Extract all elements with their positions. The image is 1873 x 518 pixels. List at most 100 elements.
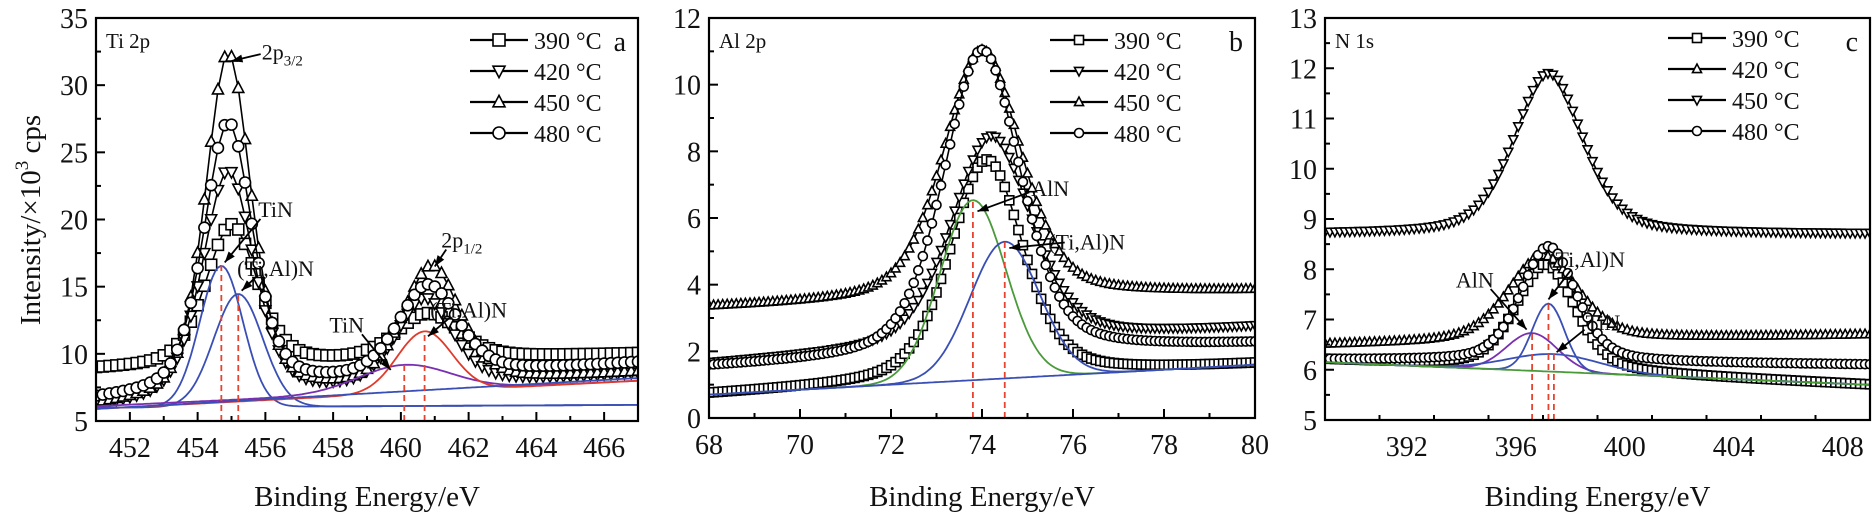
data-point: [967, 155, 979, 167]
plot-area: [96, 48, 638, 421]
annotation-arrow-head: [241, 280, 253, 291]
data-point: [957, 179, 970, 191]
data-point: [1035, 207, 1047, 219]
annotation-label: TiN: [329, 312, 364, 337]
legend-item: 450 °C: [1668, 89, 1800, 115]
data-point: [948, 206, 961, 218]
y-axis-label-exponent: 3: [12, 161, 33, 171]
data-point: [211, 238, 225, 252]
y-tick-label: 5: [74, 407, 88, 438]
data-point: [441, 277, 456, 291]
annotation-arrow-head: [434, 255, 445, 267]
data-point: [1026, 181, 1038, 193]
legend: 390 °C 420 °C 450 °C 480 °C: [1050, 29, 1182, 148]
data-point: [1003, 152, 1016, 164]
annotation: AlN: [977, 176, 1069, 213]
data-point: [998, 143, 1011, 155]
x-tick-label: 392: [1386, 432, 1428, 463]
data-point: [990, 161, 1001, 172]
data-point: [1013, 156, 1024, 168]
y-axis-label-main: Intensity/×10: [15, 170, 47, 325]
data-point: [1547, 70, 1559, 82]
data-point: [907, 302, 920, 314]
annotation-text: AlN: [1031, 176, 1069, 201]
data-point: [1497, 159, 1510, 171]
data-point: [1498, 321, 1509, 333]
legend-marker: [1073, 95, 1085, 107]
data-point: [455, 319, 469, 332]
data-point: [889, 261, 902, 273]
data-point: [259, 290, 272, 304]
data-point: [958, 81, 970, 92]
y-tick-label: 25: [60, 138, 88, 169]
data-point: [1547, 252, 1559, 264]
data-point: [907, 232, 920, 244]
annotation-arrow-head: [427, 326, 439, 337]
data-point: [381, 332, 394, 346]
data-point: [944, 243, 956, 255]
legend-label: 420 °C: [1732, 58, 1800, 84]
data-point: [1586, 300, 1599, 312]
annotation-label: TiN: [258, 197, 293, 222]
y-tick-label: 4: [687, 271, 701, 302]
legend-label: 450 °C: [1732, 89, 1800, 115]
plot-area: [709, 42, 1255, 418]
annotation-text: (Ti,Al)N: [430, 298, 507, 323]
data-point: [204, 258, 218, 272]
data-point: [211, 141, 225, 155]
data-point: [926, 218, 938, 229]
legend-label: 450 °C: [1114, 91, 1182, 117]
y-axis-label-unit: cps: [15, 115, 47, 161]
legend-marker: [1073, 34, 1085, 46]
data-point: [1561, 94, 1574, 106]
data-point: [930, 169, 943, 181]
y-tick-label: 6: [687, 204, 701, 235]
data-point: [631, 346, 638, 360]
data-point: [191, 261, 204, 275]
data-point: [967, 54, 979, 66]
y-tick-label: 35: [60, 4, 88, 35]
data-point: [441, 297, 455, 310]
data-point: [1062, 256, 1075, 268]
annotation: 2p1/2: [434, 228, 482, 268]
legend-item: 420 °C: [470, 60, 602, 86]
x-tick-label: 452: [109, 433, 151, 464]
data-point: [1008, 136, 1020, 147]
annotation-text: TiN: [329, 312, 364, 337]
data-point: [1058, 251, 1070, 263]
legend-marker: [1691, 125, 1703, 137]
x-tick-label: 400: [1604, 432, 1646, 463]
x-tick-label: 74: [968, 430, 996, 461]
data-point: [434, 307, 449, 321]
data-point: [953, 192, 966, 204]
data-point: [1044, 271, 1056, 283]
legend-label: 450 °C: [534, 91, 602, 117]
data-point: [944, 219, 956, 231]
data-point: [448, 308, 462, 321]
data-point: [244, 188, 259, 202]
annotation: (Ti,Al)N: [237, 256, 314, 292]
annotation: TiN: [224, 197, 293, 264]
data-point: [1576, 132, 1589, 144]
series-480c: [96, 118, 638, 402]
data-point: [917, 250, 929, 262]
data-point: [1601, 313, 1614, 325]
legend-label: 480 °C: [1732, 120, 1800, 146]
data-point: [922, 235, 933, 246]
data-point: [1582, 312, 1593, 323]
annotation-arrow-head: [1556, 342, 1568, 353]
annotation: TiN: [329, 312, 392, 371]
data-point: [455, 339, 469, 353]
annotation-text: AlN: [1456, 267, 1494, 292]
data-point: [1562, 286, 1574, 298]
panel-a-ti-2p: 452 454 456 458 460 462 464 466 5 10 15 20 25 30 35 Bin…: [12, 4, 640, 513]
x-tick-label: 396: [1495, 432, 1537, 463]
y-tick-label: 8: [687, 137, 701, 168]
annotation-subscript: 1/2: [463, 242, 482, 258]
annotation-label: 2p3/2: [262, 40, 303, 70]
data-point: [999, 181, 1011, 193]
data-point: [1482, 307, 1495, 319]
fit-curve-background: [96, 377, 638, 410]
data-point: [1031, 230, 1042, 242]
legend-marker: [1691, 32, 1703, 44]
